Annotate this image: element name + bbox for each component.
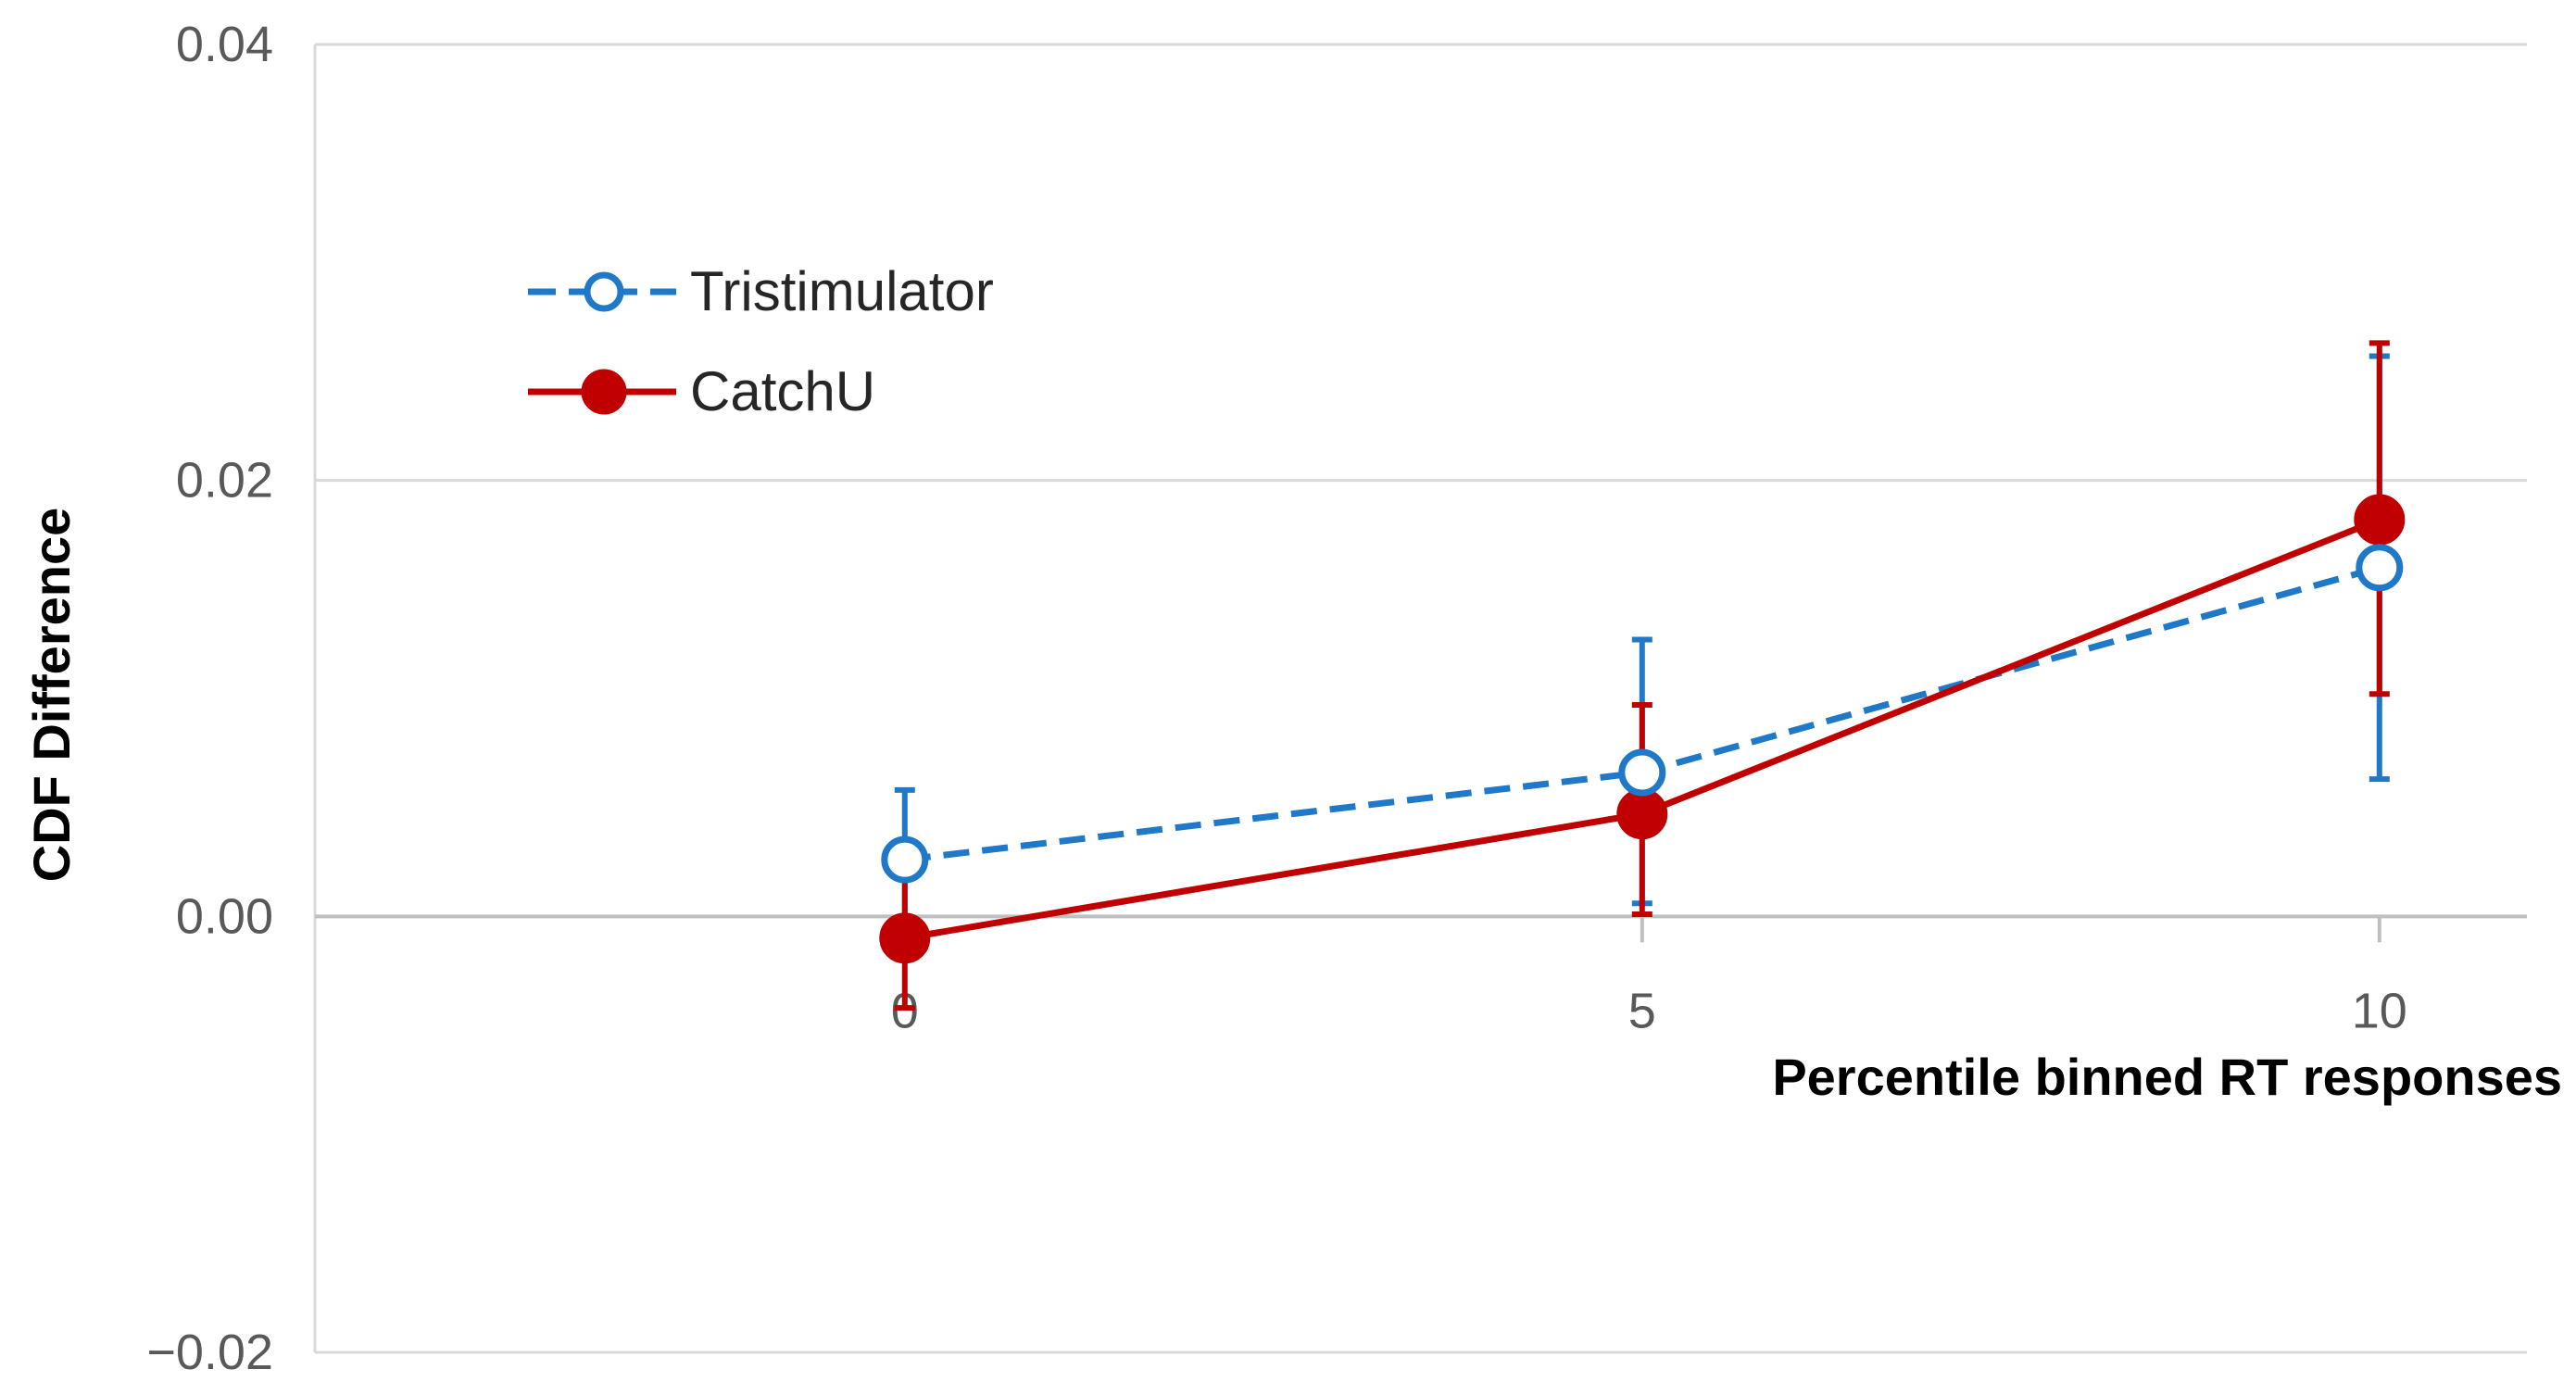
- legend: Tristimulator CatchU: [528, 260, 994, 422]
- y-tick-label: −0.02: [146, 1325, 273, 1380]
- data-point: [1616, 788, 1668, 840]
- data-point: [879, 912, 931, 964]
- legend-open-circle-icon: [584, 271, 624, 312]
- x-tick-label: 10: [2352, 983, 2407, 1038]
- legend-filled-circle-icon: [581, 369, 627, 415]
- y-tick-labels: 0.04 0.02 0.00 −0.02: [146, 17, 273, 1380]
- legend-item-catchu: CatchU: [528, 360, 875, 422]
- data-point: [881, 835, 929, 884]
- x-tick-labels: 0 5 10: [891, 983, 2407, 1038]
- legend-item-tristimulator: Tristimulator: [528, 260, 994, 322]
- series-plot-area: [879, 340, 2406, 1011]
- x-axis-title: Percentile binned RT responses: [1772, 1048, 2562, 1106]
- data-point: [2356, 544, 2404, 592]
- y-tick-label: 0.00: [176, 888, 273, 944]
- y-tick-label: 0.02: [176, 453, 273, 509]
- y-tick-label: 0.04: [176, 17, 273, 72]
- legend-label-tristimulator: Tristimulator: [690, 260, 994, 322]
- x-tick-label: 5: [1628, 983, 1656, 1038]
- data-point: [1618, 748, 1666, 797]
- data-point: [2354, 494, 2406, 546]
- gridlines: [315, 43, 2527, 1354]
- legend-label-catchu: CatchU: [690, 360, 875, 422]
- y-axis-title: CDF Difference: [22, 508, 81, 883]
- axes: [313, 44, 2527, 1352]
